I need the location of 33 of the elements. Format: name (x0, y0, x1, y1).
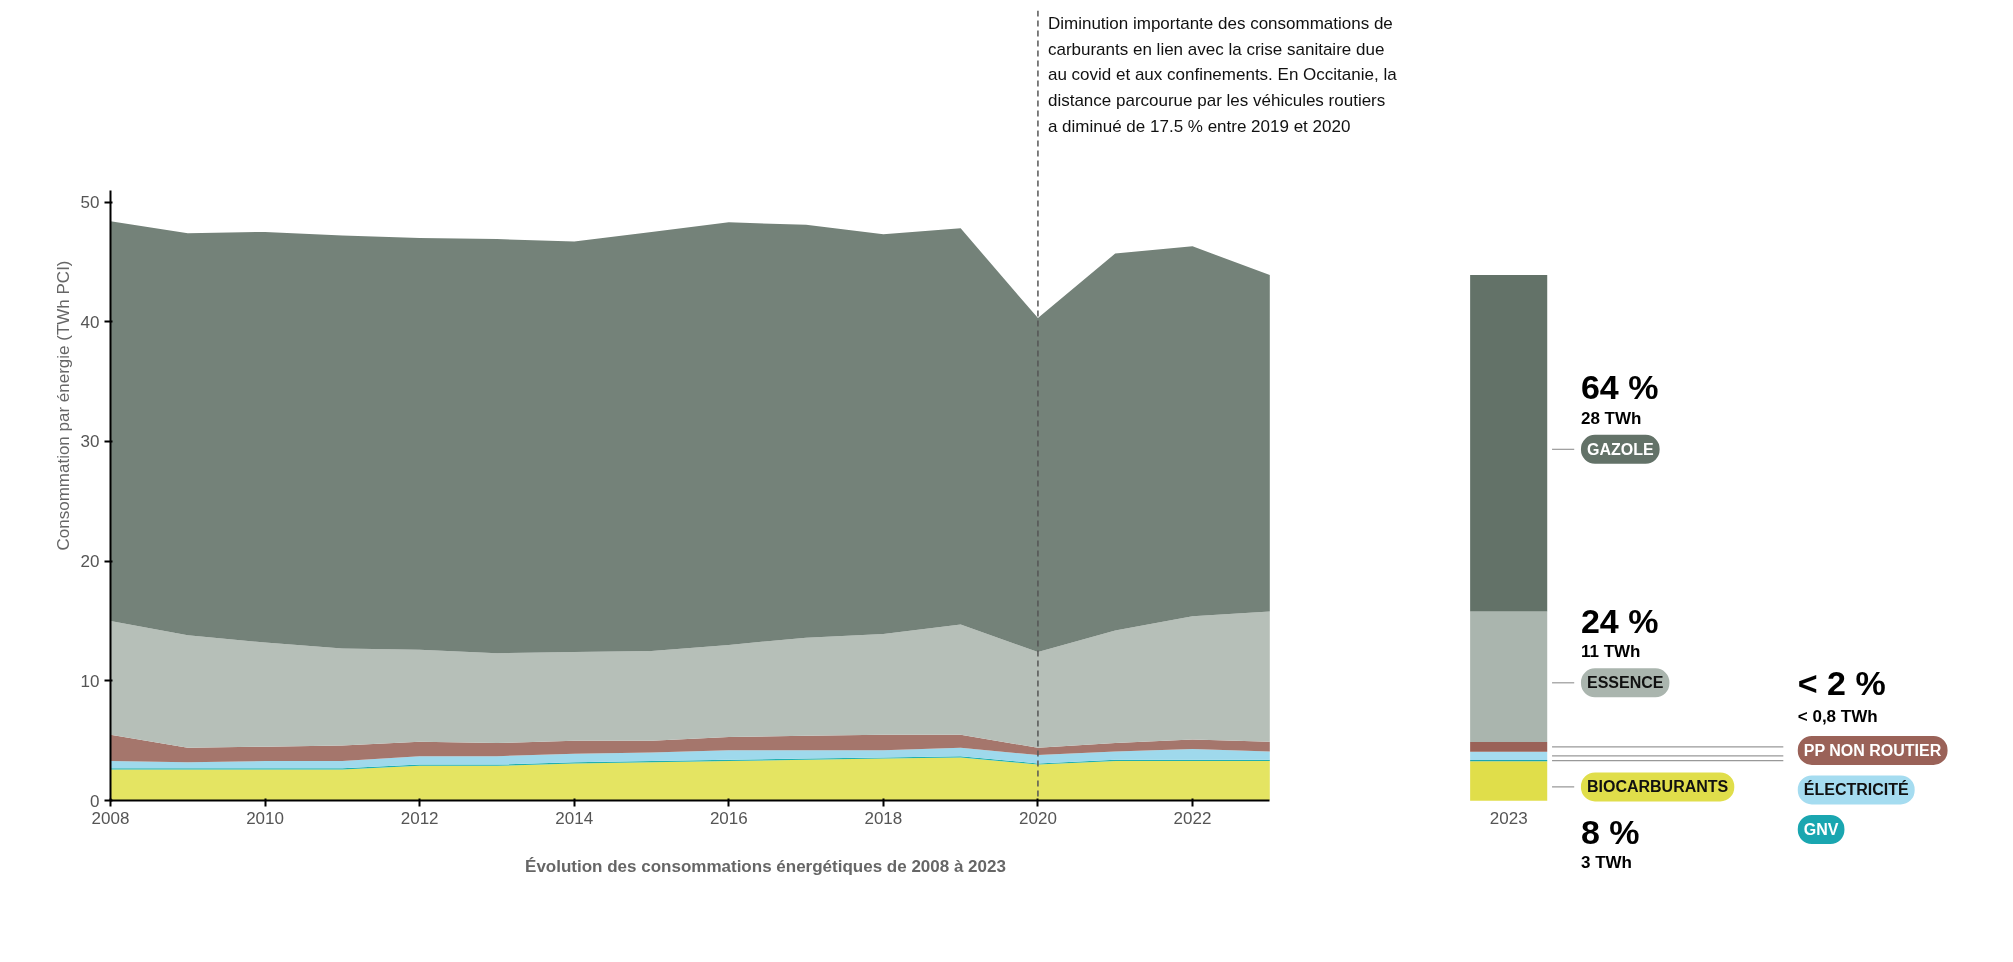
x-tick-label: 2020 (1019, 808, 1057, 828)
y-axis-title: Consommation par énergie (TWh PCI) (53, 260, 73, 551)
text: GNV (1803, 820, 1839, 838)
text: ESSENCE (1586, 674, 1664, 692)
x-tick-label: 2012 (400, 808, 439, 828)
bar (1470, 742, 1548, 752)
x-tick-label: 2018 (864, 808, 903, 828)
x-tick-label: 2022 (1173, 808, 1212, 828)
x-tick-label: 2014 (555, 808, 594, 828)
ref-line-label: Diminution importante des consommations de carburants en lien avec la crise sanitaire due au covid et aux confinements. En Occitanie, la distance parcourue par les véhicules routiers a diminué de 17.5 % entre 2019 et 2020 (1047, 14, 1398, 136)
y-tick-label: 50 (80, 193, 100, 213)
y-tick-label: 40 (80, 312, 100, 332)
bar (1470, 275, 1548, 612)
data-label: 64 % 28 TWh (1580, 368, 1659, 428)
bar (1470, 751, 1548, 761)
y-tick-label: 10 (80, 671, 100, 691)
x-tick-label: 2016 (709, 808, 748, 828)
data-label: 8 % 3 TWh (1580, 813, 1640, 872)
x-tick-label: 2008 (91, 808, 130, 828)
y-tick-label: 30 (80, 432, 100, 452)
text: PP NON ROUTIER (1803, 741, 1942, 759)
bar (1470, 611, 1548, 743)
data-label: 24 % 11 TWh (1580, 601, 1659, 662)
x-tick-label: 2023 (1489, 808, 1528, 828)
y-tick-label: 20 (80, 552, 100, 572)
bar (1470, 761, 1548, 801)
text: BIOCARBURANTS (1586, 778, 1729, 796)
text: GAZOLE (1586, 440, 1654, 458)
text: ÉLECTRICITÉ (1803, 780, 1909, 799)
y-tick-label: 0 (90, 791, 100, 811)
x-axis-title: Évolution des consommations énergétiques de 2008 à 2023 (525, 856, 1006, 876)
x-tick-label: 2010 (246, 808, 284, 828)
data-label: < 2 % < 0,8 TWh (1797, 664, 1886, 727)
